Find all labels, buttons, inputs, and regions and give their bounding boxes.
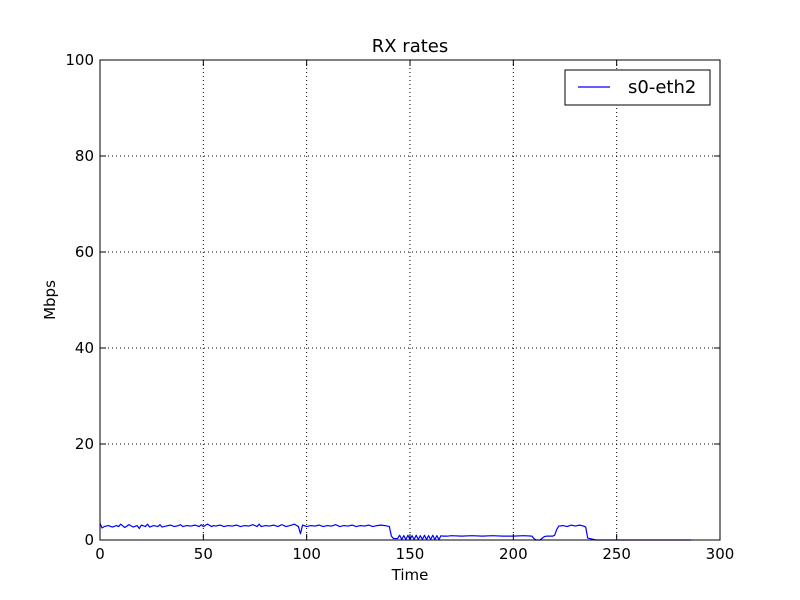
chart-title: RX rates xyxy=(372,36,449,57)
y-tick-label: 60 xyxy=(75,243,94,261)
x-tick-label: 250 xyxy=(602,545,631,563)
y-tick-label: 40 xyxy=(75,339,94,357)
x-tick-label: 150 xyxy=(396,545,425,563)
y-tick-label: 0 xyxy=(84,531,94,549)
ticks: 0 50 100 150 200 250 300 0 20 40 60 80 100 xyxy=(65,51,734,563)
x-tick-label: 300 xyxy=(706,545,735,563)
grid xyxy=(100,60,720,540)
x-tick-label: 100 xyxy=(292,545,321,563)
x-tick-label: 50 xyxy=(194,545,213,563)
y-tick-label: 80 xyxy=(75,147,94,165)
x-tick-label: 0 xyxy=(95,545,105,563)
y-axis-label: Mbps xyxy=(41,280,59,320)
legend: s0-eth2 xyxy=(564,69,711,106)
x-axis-label: Time xyxy=(391,566,429,584)
x-tick-label: 200 xyxy=(499,545,528,563)
y-tick-label: 100 xyxy=(65,51,94,69)
y-tick-label: 20 xyxy=(75,435,94,453)
legend-label-s0-eth2: s0-eth2 xyxy=(628,77,696,98)
